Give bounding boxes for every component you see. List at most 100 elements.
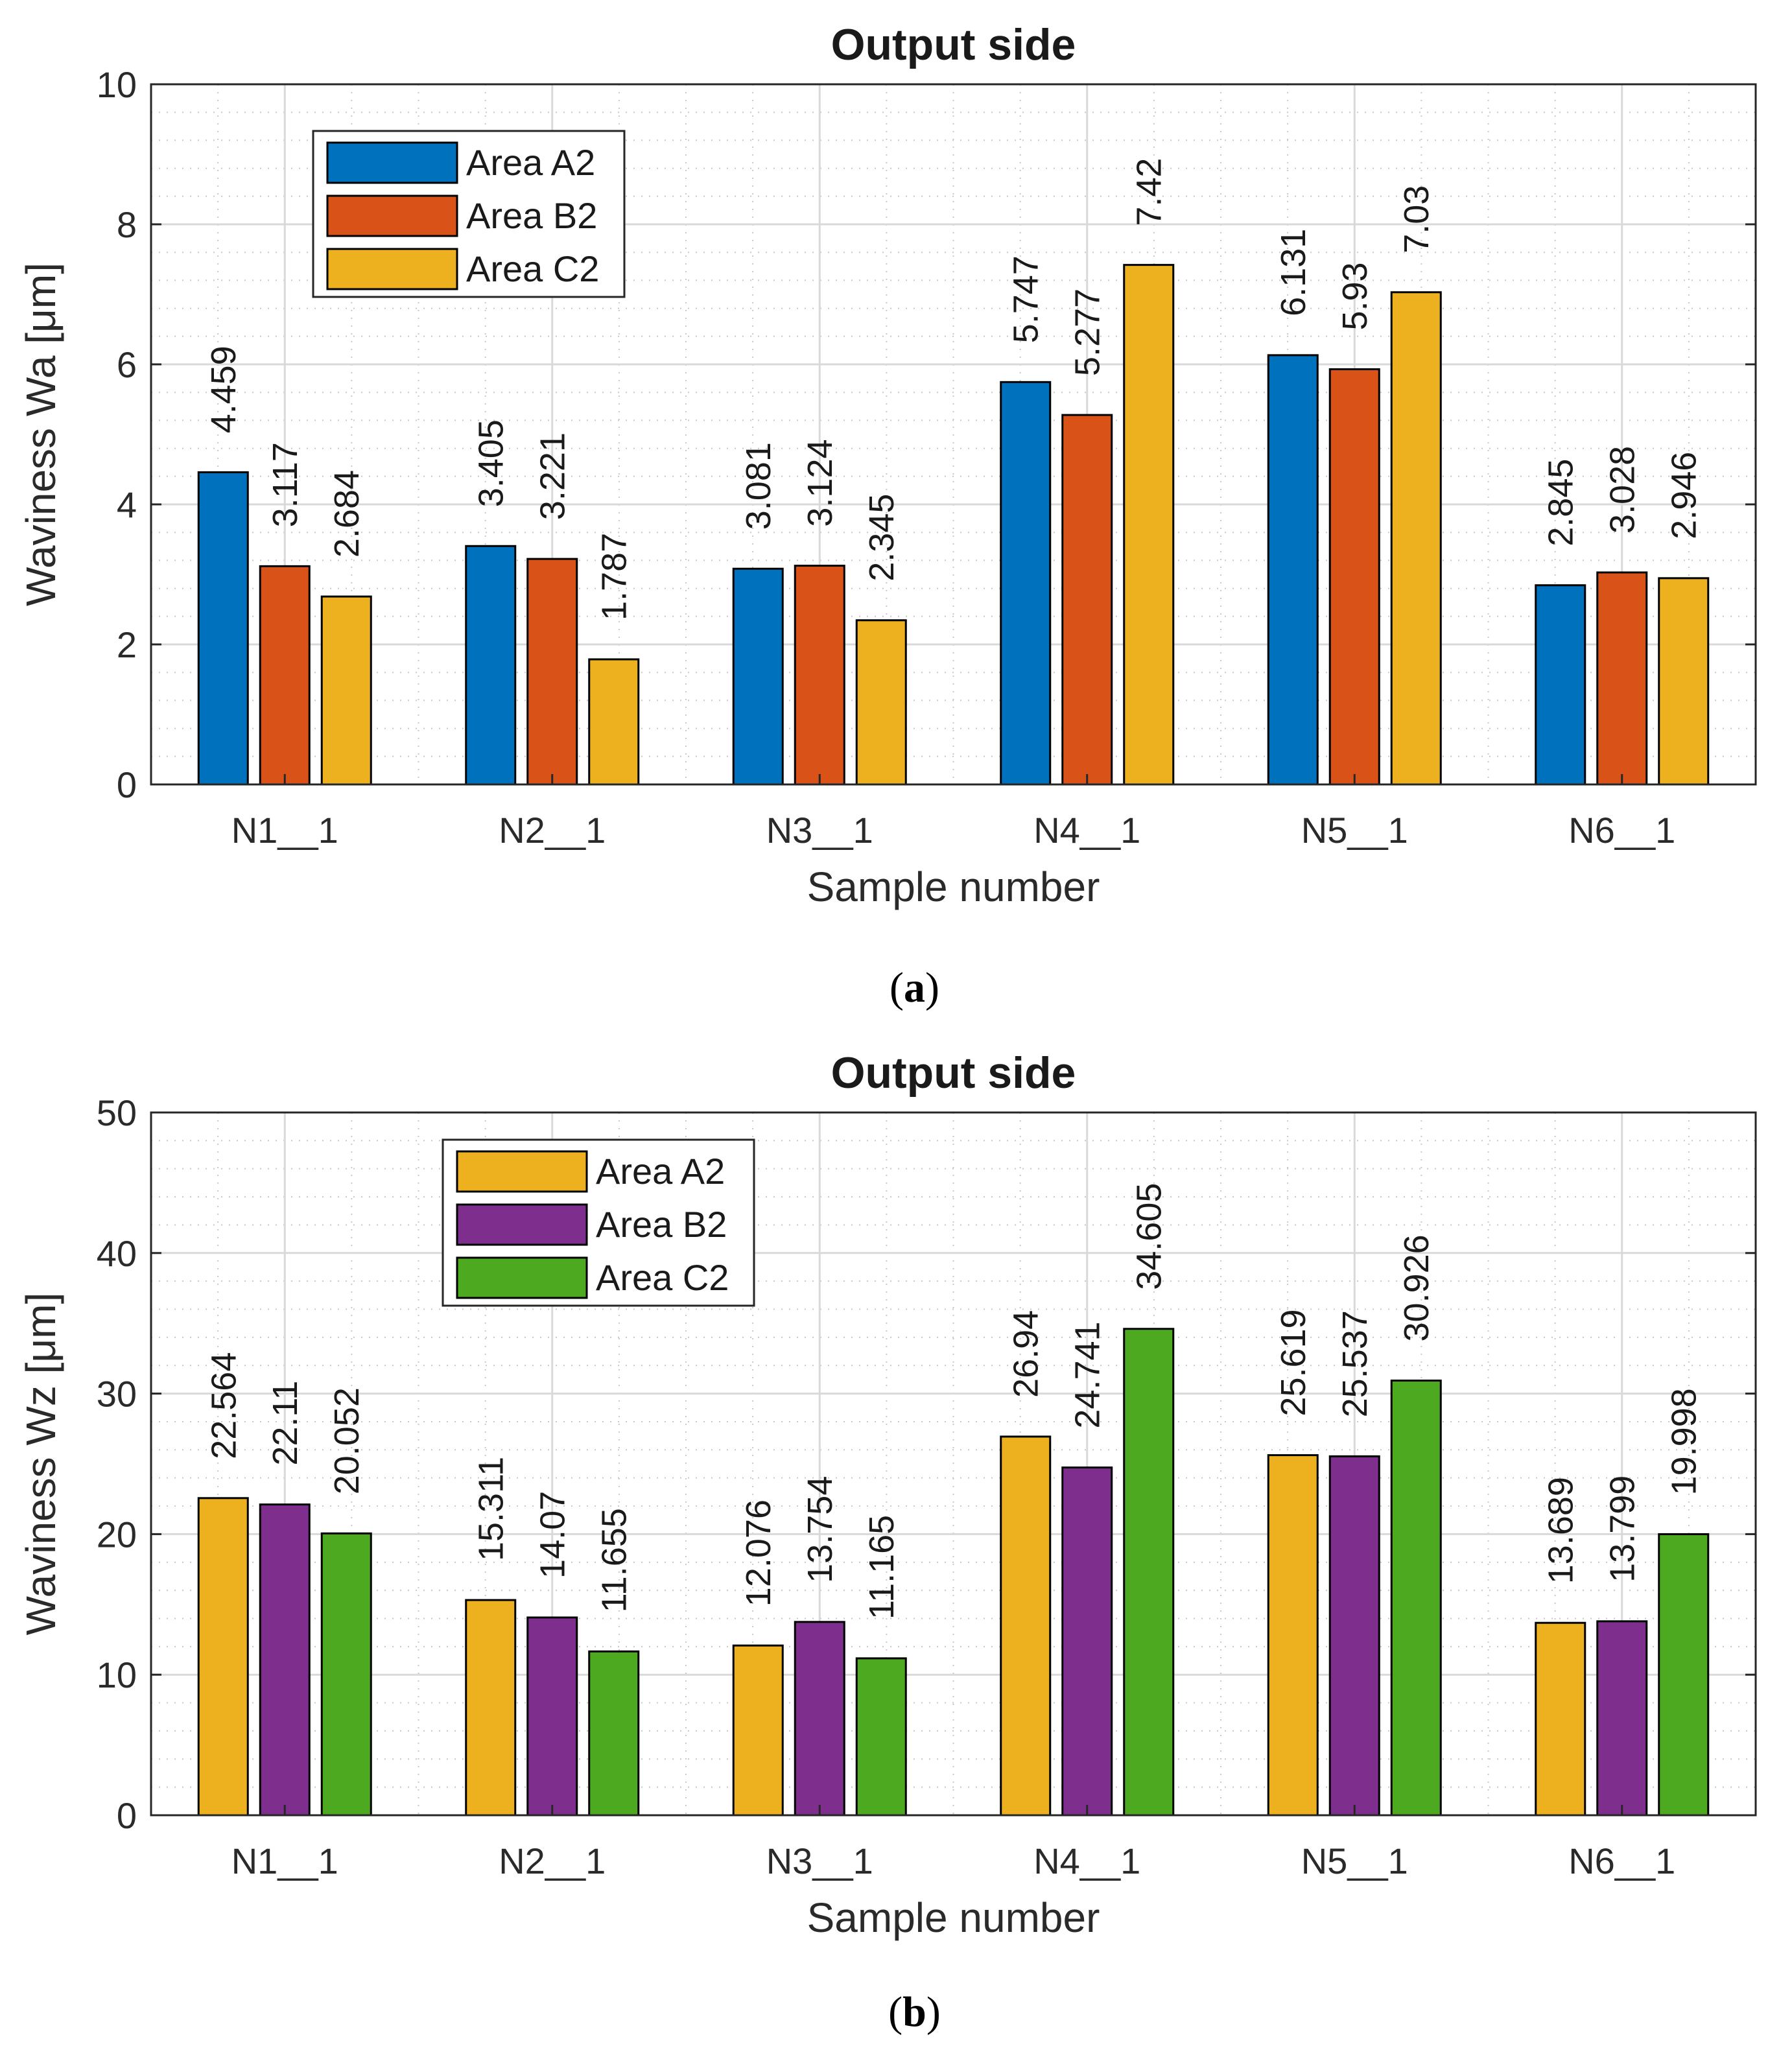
y-tick-label: 0 <box>117 1795 137 1836</box>
data-label: 20.052 <box>327 1387 366 1494</box>
data-label: 2.345 <box>862 494 901 582</box>
bar-area-b2-n3__1 <box>794 1621 845 1817</box>
data-label: 25.619 <box>1274 1309 1313 1416</box>
y-tick-label: 20 <box>97 1514 137 1555</box>
bars <box>197 1328 1710 1817</box>
y-axis-label: Waviness Wz [μm] <box>18 1293 64 1636</box>
bar-area-c2-n6__1 <box>1658 1533 1710 1817</box>
y-tick-label: 4 <box>117 484 137 525</box>
data-label: 3.405 <box>472 419 511 507</box>
x-tick-label: N2__1 <box>499 810 606 851</box>
bar-area-c2-n5__1 <box>1390 1380 1442 1817</box>
y-tick-label: 30 <box>97 1374 137 1415</box>
y-tick-label: 8 <box>117 204 137 245</box>
data-label: 3.028 <box>1603 446 1642 534</box>
data-label: 3.081 <box>739 442 778 530</box>
data-label: 12.076 <box>739 1500 778 1606</box>
bar-area-a2-n6__1 <box>1535 584 1586 786</box>
data-label: 11.165 <box>862 1515 901 1619</box>
data-label: 13.689 <box>1542 1477 1581 1584</box>
chart-title: Output side <box>831 1048 1076 1098</box>
x-tick-label: N2__1 <box>499 1841 606 1881</box>
axes-box <box>150 83 1757 786</box>
bar-area-a2-n6__1 <box>1535 1621 1586 1817</box>
legend-label: Area B2 <box>596 1204 727 1245</box>
legend-label: Area C2 <box>596 1257 729 1298</box>
bar-area-a2-n5__1 <box>1267 354 1319 786</box>
data-label: 22.564 <box>204 1352 243 1459</box>
bar-area-c2-n3__1 <box>855 1657 907 1817</box>
legend-swatch <box>326 248 458 290</box>
bar-area-a2-n3__1 <box>732 1644 784 1817</box>
data-label: 2.946 <box>1665 452 1704 539</box>
data-label: 3.221 <box>534 432 572 520</box>
legend: Area A2 Area B2 Area C2 <box>312 130 626 298</box>
data-label: 6.131 <box>1274 229 1313 316</box>
data-label: 26.94 <box>1007 1310 1046 1398</box>
bar-area-c2-n1__1 <box>320 1532 372 1817</box>
legend-label: Area A2 <box>466 142 595 183</box>
data-labels: 4.459 3.117 2.684 3.405 3.221 1.787 3.081 3.124… <box>204 158 1704 620</box>
data-label: 3.117 <box>266 442 305 527</box>
x-tick-label: N6__1 <box>1568 810 1675 851</box>
x-axis: N1__1 N2__1 N3__1 N4__1 N5__1 N6__1 <box>231 1805 1675 1881</box>
data-labels: 22.564 22.11 20.052 15.311 14.07 11.655 12.076… <box>204 1183 1704 1619</box>
x-axis-label: Sample number <box>807 1894 1100 1941</box>
y-tick-label: 6 <box>117 344 137 385</box>
bar-area-b2-n5__1 <box>1328 368 1380 786</box>
y-tick-label: 10 <box>97 64 137 105</box>
bar-area-b2-n6__1 <box>1596 1620 1648 1817</box>
legend-swatch <box>456 1256 588 1299</box>
data-label: 5.93 <box>1336 262 1374 330</box>
x-tick-label: N1__1 <box>231 810 338 851</box>
bar-area-a2-n4__1 <box>1000 1435 1052 1817</box>
axes-box <box>150 1111 1757 1817</box>
x-tick-label: N5__1 <box>1301 1841 1408 1881</box>
chart-panel-a: Output side 4.459 3.117 2.684 3.405 3.221 1.78… <box>18 20 1757 1011</box>
bar-area-c2-n2__1 <box>588 658 640 786</box>
x-axis: N1__1 N2__1 N3__1 N4__1 N5__1 N6__1 <box>231 774 1675 851</box>
x-tick-label: N4__1 <box>1033 1841 1140 1881</box>
bar-area-b2-n1__1 <box>259 565 311 786</box>
bar-area-a2-n2__1 <box>465 545 517 786</box>
panel-caption: (b) <box>888 1988 941 2036</box>
legend-label: Area B2 <box>466 195 597 236</box>
y-tick-label: 50 <box>97 1092 137 1133</box>
bar-area-b2-n1__1 <box>259 1503 311 1817</box>
legend-swatch <box>326 141 458 184</box>
bar-area-b2-n6__1 <box>1596 571 1648 786</box>
data-label: 24.741 <box>1068 1321 1107 1428</box>
bar-area-c2-n4__1 <box>1123 264 1175 786</box>
bar-area-c2-n3__1 <box>855 619 907 786</box>
bar-area-b2-n4__1 <box>1061 1466 1113 1817</box>
data-label: 4.459 <box>204 346 243 433</box>
y-tick-label: 0 <box>117 764 137 805</box>
legend: Area A2 Area B2 Area C2 <box>442 1138 755 1307</box>
y-axis: 0 10 20 30 40 50 <box>97 1092 1756 1836</box>
y-axis: 0 2 4 6 8 10 <box>97 64 1756 805</box>
legend-label: Area C2 <box>466 248 599 289</box>
data-label: 5.747 <box>1007 255 1046 343</box>
y-tick-label: 10 <box>97 1654 137 1695</box>
legend-label: Area A2 <box>596 1151 725 1192</box>
bar-area-b2-n2__1 <box>526 558 578 786</box>
data-label: 2.684 <box>327 470 366 558</box>
panel-caption: (a) <box>890 964 939 1011</box>
data-label: 14.07 <box>534 1491 572 1579</box>
data-label: 30.926 <box>1397 1234 1436 1341</box>
x-tick-label: N3__1 <box>766 810 873 851</box>
data-label: 13.754 <box>801 1476 840 1583</box>
bar-area-a2-n1__1 <box>197 471 249 786</box>
bar-area-c2-n4__1 <box>1123 1328 1175 1817</box>
data-label: 7.42 <box>1130 158 1169 226</box>
data-label: 13.799 <box>1603 1476 1642 1582</box>
bar-area-a2-n3__1 <box>732 567 784 786</box>
bar-area-b2-n5__1 <box>1328 1455 1380 1817</box>
data-label: 15.311 <box>472 1457 511 1561</box>
bar-area-c2-n1__1 <box>320 595 372 786</box>
data-label: 19.998 <box>1665 1388 1704 1495</box>
data-label: 34.605 <box>1130 1183 1169 1290</box>
bars <box>197 264 1710 786</box>
x-tick-label: N5__1 <box>1301 810 1408 851</box>
y-axis-label: Waviness Wa [μm] <box>18 263 64 606</box>
